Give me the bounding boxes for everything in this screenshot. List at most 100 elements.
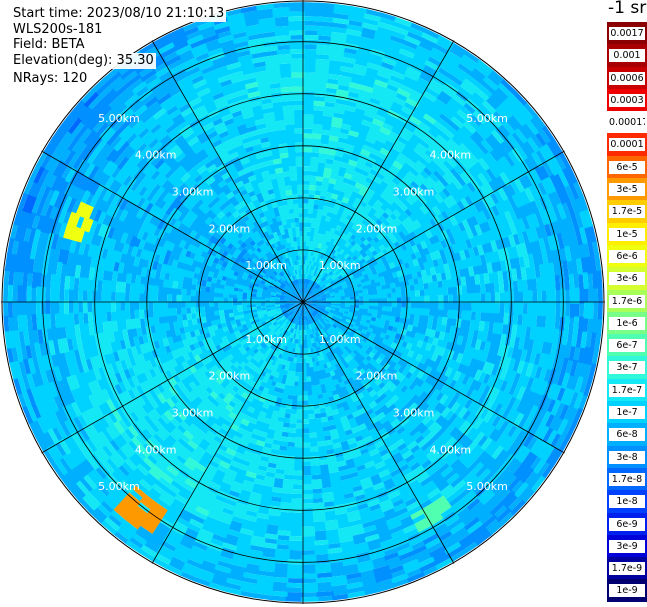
range-ring-label: 1.00km xyxy=(319,333,361,346)
azimuth-spoke xyxy=(302,301,565,454)
range-ring-label: 4.00km xyxy=(135,443,177,456)
range-ring-label: 1.00km xyxy=(319,259,361,272)
range-ring-label: 2.00km xyxy=(356,370,398,383)
colorbar-tick-label: 1.7e-6 xyxy=(609,294,645,308)
azimuth-spoke xyxy=(302,301,455,564)
colorbar-tick-label: 0.0001 xyxy=(609,138,645,152)
ppi-grid xyxy=(1,0,605,604)
range-ring-label: 5.00km xyxy=(466,480,508,493)
colorbar-swatch: 3e-5 xyxy=(607,178,647,201)
range-ring-label: 2.00km xyxy=(356,222,398,235)
colorbar-swatch: 1.7e-8 xyxy=(607,467,647,491)
colorbar-tick-label: 6e-8 xyxy=(609,428,645,442)
colorbar-tick-label: 0.0006 xyxy=(609,71,645,85)
colorbar-tick-label: 1.7e-5 xyxy=(609,205,645,219)
ppi-bin-group xyxy=(22,92,99,214)
colorbar-swatch: 1.7e-5 xyxy=(607,200,647,223)
range-ring-label: 1.00km xyxy=(245,333,287,346)
colorbar-tick-label: 3e-5 xyxy=(609,183,645,197)
colorbar-swatch: 3e-7 xyxy=(607,356,647,379)
ppi-bin-group xyxy=(113,485,168,534)
colorbar-tick-label: 3e-7 xyxy=(609,361,645,375)
range-ring-label: 3.00km xyxy=(172,186,214,199)
colorbar-tick-label: 0.001 xyxy=(609,49,645,63)
ppi-bin-group xyxy=(410,495,452,533)
plot-boundary xyxy=(1,0,605,604)
colorbar-tick-label: 0.0017 xyxy=(609,27,645,40)
colorbar-tick-label: 1e-5 xyxy=(609,227,645,241)
colorbar-swatch: 6e-8 xyxy=(607,423,647,446)
colorbar-swatch: 1e-6 xyxy=(607,311,647,335)
colorbar-tick-label: 1.7e-7 xyxy=(609,383,645,397)
colorbar-tick-label: 0.00017 xyxy=(609,116,645,130)
colorbar-unit-label: -1 sr xyxy=(608,0,647,18)
colorbar-swatch: 3e-9 xyxy=(607,534,647,558)
nrays-label: NRays: 120 xyxy=(11,71,90,87)
colorbar-tick-label: 6e-6 xyxy=(609,249,645,263)
azimuth-spoke xyxy=(151,301,304,564)
azimuth-spoke xyxy=(151,40,304,303)
colorbar: 0.0017 0.001 0.0006 0.0003 0.00017 0.0001 6e-5… xyxy=(607,22,647,602)
colorbar-tick-label: 1e-6 xyxy=(609,316,645,330)
start-time-label: Start time: 2023/08/10 21:10:13 xyxy=(11,6,227,22)
range-ring-label: 3.00km xyxy=(172,407,214,420)
range-ring-label: 4.00km xyxy=(135,149,177,162)
azimuth-spoke xyxy=(302,40,455,303)
range-ring-label: 2.00km xyxy=(209,370,251,383)
range-ring-label: 4.00km xyxy=(430,443,472,456)
range-ring xyxy=(94,93,512,511)
colorbar-swatch: 3e-8 xyxy=(607,445,647,468)
colorbar-swatch: 0.0006 xyxy=(607,66,647,89)
range-ring xyxy=(198,197,408,407)
colorbar-tick-label: 1e-9 xyxy=(609,584,645,598)
colorbar-swatch: 1e-9 xyxy=(607,579,647,602)
device-label: WLS200s-181 xyxy=(11,22,105,38)
colorbar-tick-label: 1.7e-9 xyxy=(609,562,645,576)
colorbar-tick-label: 6e-7 xyxy=(609,339,645,353)
colorbar-tick-label: 3e-9 xyxy=(609,539,645,553)
azimuth-spoke xyxy=(41,301,304,454)
colorbar-swatch: 1e-8 xyxy=(607,490,647,513)
colorbar-tick-label: 1.7e-8 xyxy=(609,472,645,486)
colorbar-swatch: 6e-9 xyxy=(607,512,647,535)
range-ring-label: 3.00km xyxy=(393,186,435,199)
range-ring-label: 1.00km xyxy=(245,259,287,272)
ppi-range-bins xyxy=(3,2,603,602)
range-ring xyxy=(250,249,356,355)
azimuth-spoke xyxy=(41,150,304,303)
colorbar-tick-label: 1e-8 xyxy=(609,495,645,509)
range-ring-label: 5.00km xyxy=(466,112,508,125)
colorbar-tick-label: 3e-8 xyxy=(609,450,645,464)
colorbar-swatch: 1.7e-7 xyxy=(607,378,647,402)
colorbar-swatch: 0.0003 xyxy=(607,88,647,112)
colorbar-swatch: 6e-5 xyxy=(607,155,647,179)
colorbar-swatch: 6e-6 xyxy=(607,244,647,268)
range-ring-label: 3.00km xyxy=(393,407,435,420)
colorbar-swatch: 0.0001 xyxy=(607,133,647,156)
colorbar-swatch: 3e-6 xyxy=(607,267,647,290)
colorbar-swatch: 0.0017 xyxy=(607,22,647,45)
range-ring-label: 5.00km xyxy=(98,112,140,125)
colorbar-tick-label: 6e-9 xyxy=(609,517,645,531)
colorbar-tick-label: 1e-7 xyxy=(609,406,645,420)
ppi-bin-group xyxy=(47,13,535,566)
azimuth-spoke xyxy=(302,150,565,303)
range-ring-label: 2.00km xyxy=(209,222,251,235)
colorbar-swatch: 1e-7 xyxy=(607,401,647,424)
range-ring xyxy=(42,41,564,563)
range-ring xyxy=(146,145,460,459)
range-ring-labels: 1.00km 2.00km 3.00km 4.00km 5.00km 1.00km 2.00… xyxy=(98,112,508,493)
colorbar-swatch: 1e-5 xyxy=(607,222,647,245)
colorbar-tick-label: 0.0003 xyxy=(609,93,645,107)
colorbar-swatch: 1.7e-6 xyxy=(607,289,647,312)
range-ring-label: 5.00km xyxy=(98,480,140,493)
colorbar-tick-label: 6e-5 xyxy=(609,160,645,174)
colorbar-swatch: 6e-7 xyxy=(607,334,647,357)
field-label: Field: BETA xyxy=(11,37,87,53)
colorbar-swatch: 1.7e-9 xyxy=(607,557,647,580)
range-ring-label: 4.00km xyxy=(430,149,472,162)
elevation-label: Elevation(deg): 35.30 xyxy=(11,53,156,69)
colorbar-swatch: 0.00017 xyxy=(607,111,647,134)
ppi-bin-group xyxy=(3,2,603,602)
